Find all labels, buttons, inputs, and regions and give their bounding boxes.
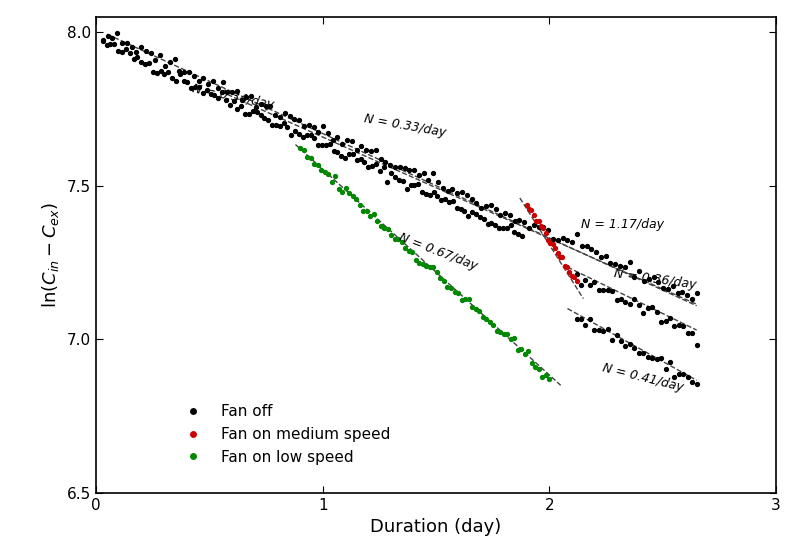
Text: N = 0.36/day: N = 0.36/day [613,267,697,292]
X-axis label: Duration (day): Duration (day) [370,518,502,536]
Legend: Fan off, Fan on medium speed, Fan on low speed: Fan off, Fan on medium speed, Fan on low… [172,398,396,471]
Text: N = 0.34/day: N = 0.34/day [191,82,275,111]
Text: N = 1.17/day: N = 1.17/day [581,218,664,231]
Y-axis label: $\ln(C_{in} - C_{ex})$: $\ln(C_{in} - C_{ex})$ [40,202,62,307]
Text: N = 0.41/day: N = 0.41/day [602,361,685,394]
Text: N = 0.33/day: N = 0.33/day [363,112,447,139]
Text: N = 0.67/day: N = 0.67/day [398,231,480,273]
